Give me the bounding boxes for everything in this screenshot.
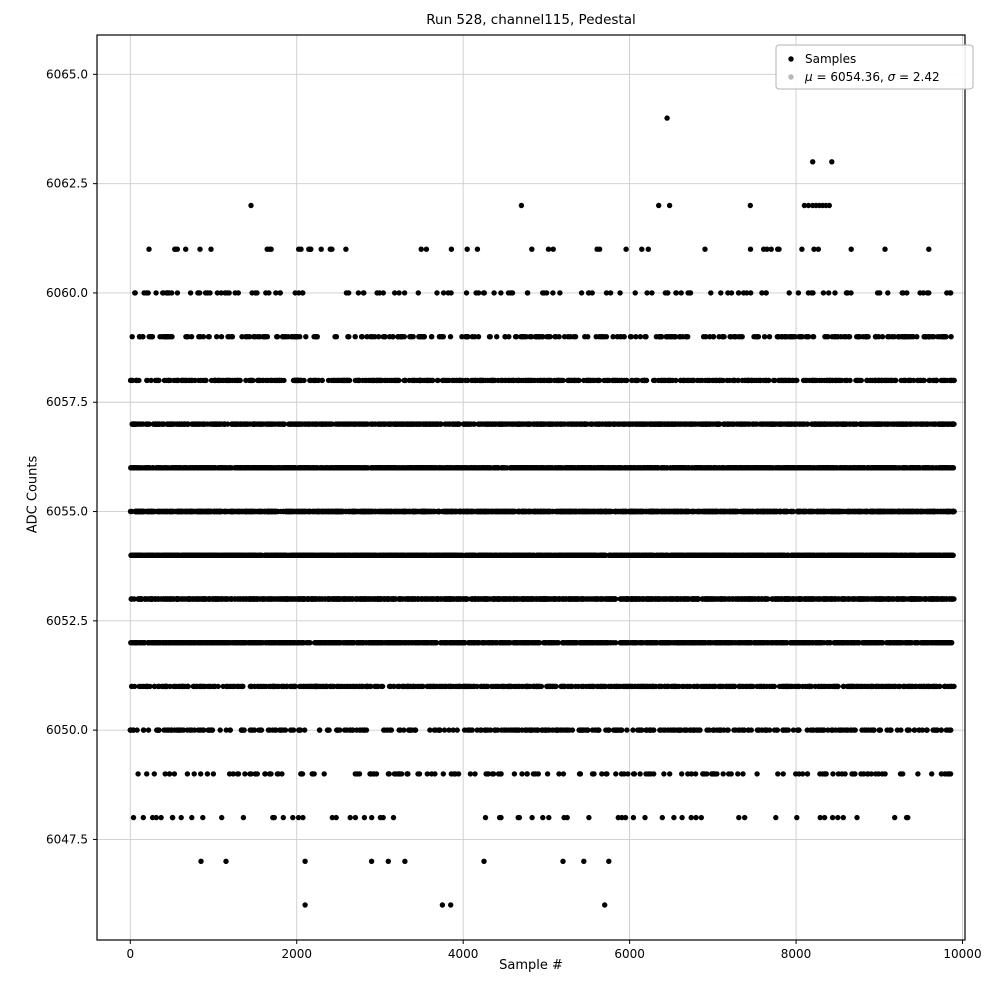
legend-label: Samples — [805, 52, 856, 66]
chart-title: Run 528, channel115, Pedestal — [426, 12, 636, 28]
y-tick-label: 6060.0 — [46, 286, 88, 300]
x-ticks: 0 2000 4000 6000 8000 10000 — [126, 940, 982, 961]
legend-marker — [788, 74, 794, 80]
x-tick-label: 0 — [126, 947, 134, 961]
grid — [97, 35, 965, 940]
y-tick-label: 6057.5 — [46, 395, 88, 409]
legend-marker — [788, 56, 794, 62]
y-tick-label: 6047.5 — [46, 832, 88, 846]
x-tick-label: 4000 — [448, 947, 479, 961]
x-axis-label: Sample # — [499, 958, 563, 973]
y-ticks: 6047.5 6050.0 6052.5 6055.0 6057.5 6060.0 6062… — [46, 67, 97, 846]
plot-area-border — [96, 34, 966, 941]
legend-label: μ = 6054.36, σ = 2.42 — [804, 70, 940, 84]
legend: Samples μ = 6054.36, σ = 2.42 — [775, 44, 974, 90]
x-tick-label: 6000 — [614, 947, 645, 961]
y-tick-label: 6055.0 — [46, 505, 88, 519]
y-tick-label: 6050.0 — [46, 723, 88, 737]
x-tick-label: 10000 — [943, 947, 981, 961]
y-tick-label: 6062.5 — [46, 177, 88, 191]
y-tick-label: 6052.5 — [46, 614, 88, 628]
x-tick-label: 8000 — [781, 947, 812, 961]
samples-series — [127, 115, 957, 908]
y-tick-label: 6065.0 — [46, 67, 88, 81]
x-tick-label: 2000 — [281, 947, 312, 961]
